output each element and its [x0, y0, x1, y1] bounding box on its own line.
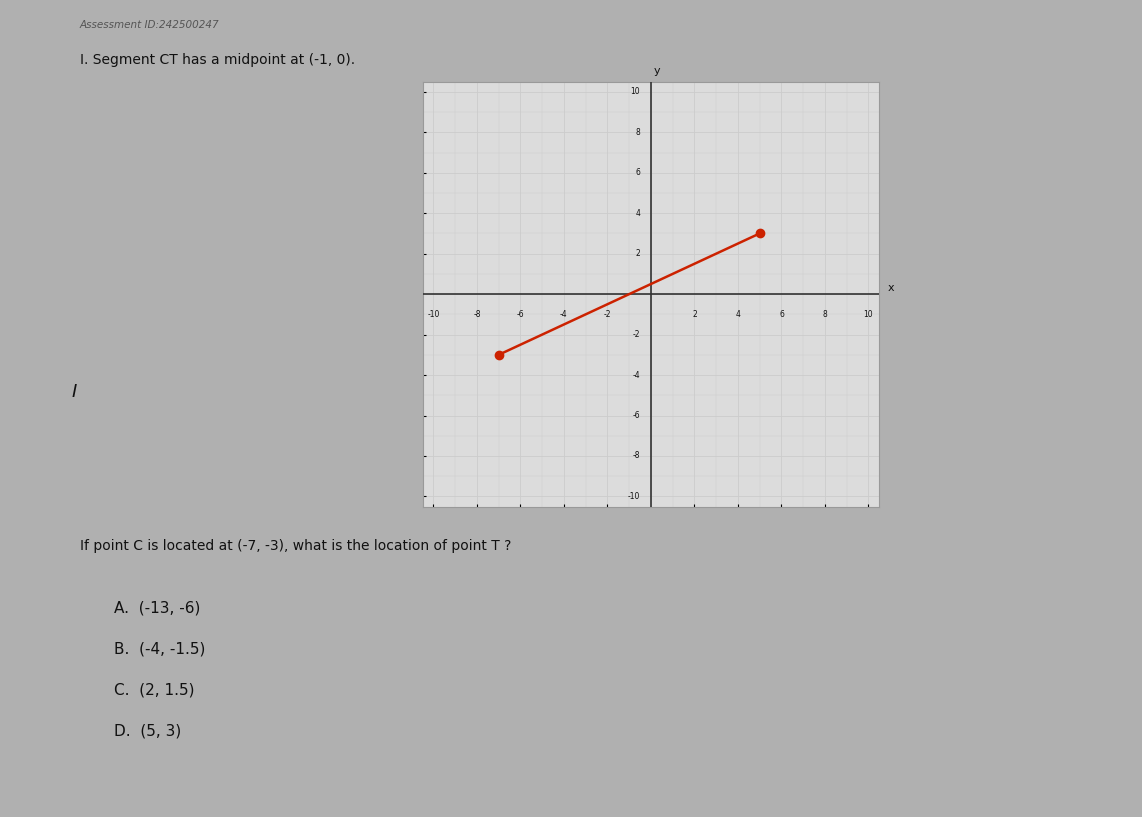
Text: -4: -4	[633, 371, 640, 380]
Text: C.  (2, 1.5): C. (2, 1.5)	[114, 682, 194, 697]
Text: -2: -2	[604, 310, 611, 319]
Text: 10: 10	[630, 87, 640, 96]
Text: y: y	[654, 65, 661, 76]
Text: -10: -10	[628, 492, 640, 501]
Text: I. Segment CT has a midpoint at (-1, 0).: I. Segment CT has a midpoint at (-1, 0).	[80, 53, 355, 67]
Text: 4: 4	[735, 310, 740, 319]
Text: 8: 8	[635, 127, 640, 136]
Text: D.  (5, 3): D. (5, 3)	[114, 723, 182, 738]
Text: 2: 2	[635, 249, 640, 258]
Text: -8: -8	[473, 310, 481, 319]
Text: 8: 8	[822, 310, 827, 319]
Text: 4: 4	[635, 208, 640, 217]
Text: A.  (-13, -6): A. (-13, -6)	[114, 600, 201, 615]
Text: 6: 6	[635, 168, 640, 177]
Text: I: I	[72, 383, 77, 401]
Text: B.  (-4, -1.5): B. (-4, -1.5)	[114, 641, 206, 656]
Text: x: x	[888, 283, 894, 293]
Text: -10: -10	[427, 310, 440, 319]
Text: 2: 2	[692, 310, 697, 319]
Text: -2: -2	[633, 330, 640, 339]
Text: -8: -8	[633, 452, 640, 461]
Text: Assessment ID:242500247: Assessment ID:242500247	[80, 20, 219, 30]
Text: -4: -4	[560, 310, 568, 319]
Text: 6: 6	[779, 310, 783, 319]
Text: -6: -6	[633, 411, 640, 420]
Text: If point C is located at (-7, -3), what is the location of point T ?: If point C is located at (-7, -3), what …	[80, 539, 512, 553]
Text: -6: -6	[516, 310, 524, 319]
Text: 10: 10	[863, 310, 874, 319]
